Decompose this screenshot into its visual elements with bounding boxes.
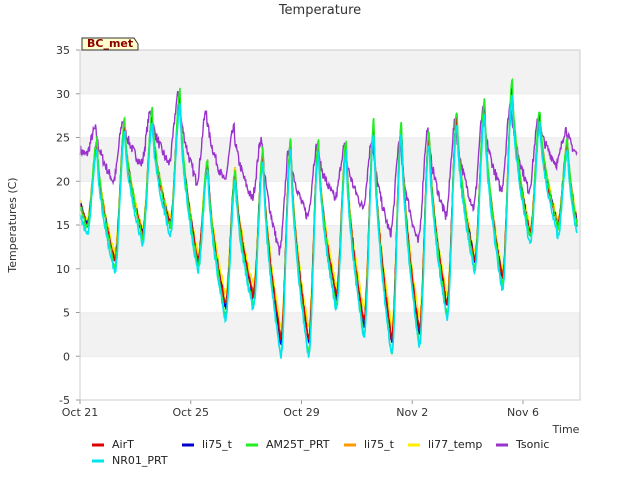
x-tick-label: Nov 6 xyxy=(507,406,539,419)
y-tick-label: 20 xyxy=(56,175,70,188)
legend-label: li77_temp xyxy=(428,438,482,451)
y-tick-label: 35 xyxy=(56,44,70,57)
x-tick-label: Oct 25 xyxy=(172,406,209,419)
grid-band xyxy=(80,356,580,400)
series-line-nr01-prt xyxy=(79,94,578,359)
plot-frame xyxy=(79,49,581,401)
legend-label: li75_t xyxy=(364,438,395,451)
y-tick-label: 0 xyxy=(63,350,70,363)
legend-label: Tsonic xyxy=(515,438,549,451)
y-axis-ticks: -5 0 5 10 15 20 25 30 35 xyxy=(56,44,80,407)
x-tick-label: Oct 29 xyxy=(283,406,320,419)
series-line-tsonic xyxy=(79,90,578,256)
grid-band xyxy=(80,312,580,357)
legend: AirT li75_t AM25T_PRT li75_t li77_temp Tsonic… xyxy=(92,438,549,467)
station-badge: BC_met xyxy=(81,37,139,51)
y-tick-label: 15 xyxy=(56,219,70,232)
y-tick-label: -5 xyxy=(59,394,70,407)
x-axis-label: Time xyxy=(552,423,580,436)
y-tick-label: 30 xyxy=(56,88,70,101)
series-lines xyxy=(79,77,578,359)
y-tick-label: 5 xyxy=(63,307,70,320)
x-tick-label: Nov 2 xyxy=(396,406,428,419)
y-axis-label: Temperatures (C) xyxy=(6,177,19,273)
station-badge-label: BC_met xyxy=(87,37,133,50)
legend-label: AM25T_PRT xyxy=(266,438,330,451)
chart-title: Temperature xyxy=(278,3,361,18)
grid-band xyxy=(80,50,580,94)
x-tick-label: Oct 21 xyxy=(62,406,99,419)
station-badge-box xyxy=(81,37,139,51)
legend-label: NR01_PRT xyxy=(112,454,168,467)
legend-label: AirT xyxy=(112,438,134,451)
y-tick-label: 10 xyxy=(56,263,70,276)
x-axis-ticks: Oct 21 Oct 25 Oct 29 Nov 2 Nov 6 xyxy=(62,400,539,419)
y-tick-label: 25 xyxy=(56,132,70,145)
legend-label: li75_t xyxy=(202,438,233,451)
grid-band xyxy=(80,93,580,138)
